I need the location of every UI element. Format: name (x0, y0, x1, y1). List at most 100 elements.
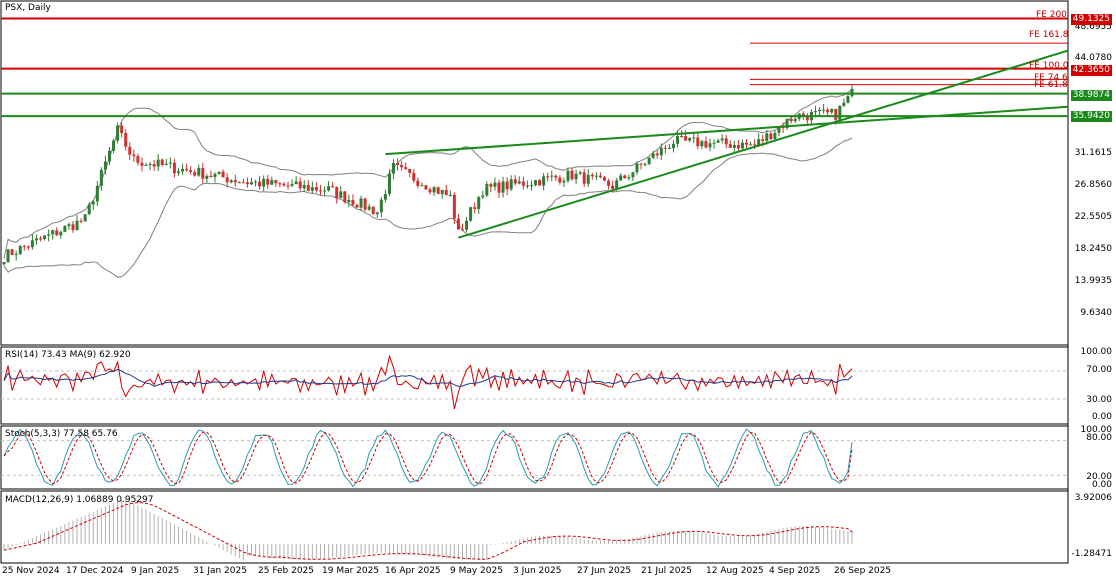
candle-body (667, 148, 671, 150)
candle-body (623, 175, 627, 179)
candle-body (700, 141, 704, 147)
candle-body (245, 182, 249, 185)
candle-body (842, 102, 846, 106)
rsi-tick-label: 0.00 (1091, 412, 1112, 422)
candle-body (590, 174, 594, 177)
candle-body (505, 181, 509, 190)
candle-body (63, 226, 67, 232)
candle-body (331, 186, 335, 188)
candle-body (676, 135, 680, 144)
rsi-tick-label: 70.00 (1086, 365, 1112, 375)
macd-tick-label: -1.28471 (1071, 549, 1112, 559)
candle-body (237, 182, 241, 184)
fe-label: FE 100.0 (1029, 61, 1069, 71)
candle-body (793, 118, 797, 122)
candle-body (615, 180, 619, 189)
rsi-ma-line (3, 368, 853, 387)
candle-body (6, 249, 10, 263)
fe-label: FE 161.8 (1029, 30, 1069, 40)
candle-body (327, 186, 331, 191)
candle-body (420, 185, 424, 187)
candle-body (497, 182, 501, 193)
candle-body (769, 133, 773, 140)
candle-body (302, 184, 306, 189)
candle-body (339, 191, 343, 198)
candle-body (513, 179, 517, 184)
candle-body (87, 204, 91, 215)
candle-body (432, 187, 436, 193)
pane-frame (0, 425, 1069, 490)
candle-body (294, 181, 298, 185)
candle-body (254, 181, 258, 183)
x-tick-label: 9 May 2025 (450, 566, 503, 576)
candle-body (14, 254, 18, 256)
trendline-rising (458, 49, 1069, 239)
candle-body (440, 189, 444, 194)
candle-body (578, 172, 582, 174)
candle-body (534, 180, 538, 186)
candle-body (493, 182, 497, 187)
candle-body (469, 207, 473, 221)
candle-body (140, 162, 144, 166)
candle-body (91, 201, 95, 205)
fe-label: FE 200 (1036, 10, 1067, 20)
candle-body (387, 173, 391, 194)
candle-body (314, 187, 318, 191)
candle-body (830, 108, 834, 113)
candle-body (460, 229, 464, 231)
candle-body (732, 144, 736, 148)
y-tick-label: 31.1615 (1074, 148, 1112, 158)
pane-frame (0, 346, 1069, 425)
candle-body (444, 189, 448, 196)
x-tick-label: 26 Sep 2025 (834, 566, 892, 576)
candle-body (221, 171, 225, 178)
candle-body (241, 182, 245, 184)
candle-body (485, 184, 489, 196)
rsi-line (3, 354, 853, 410)
candle-body (144, 164, 148, 166)
y-tick-label: 44.0780 (1074, 53, 1112, 63)
candle-body (635, 163, 639, 173)
candle-body (209, 175, 213, 177)
candle-body (745, 142, 749, 145)
candle-body (688, 137, 692, 141)
candle-body (546, 176, 550, 178)
candle-body (818, 109, 822, 112)
candle-body (18, 246, 22, 255)
candle-body (757, 139, 761, 146)
stoch-tick-label: 20.00 (1086, 472, 1112, 482)
candle-body (785, 118, 789, 129)
candle-body (773, 132, 777, 140)
candle-body (278, 183, 282, 185)
candle-body (586, 174, 590, 184)
candle-body (708, 143, 712, 148)
candle-body (363, 198, 367, 210)
candle-body (777, 127, 781, 133)
candle-body (550, 175, 554, 177)
candle-body (217, 171, 221, 174)
candle-body (55, 230, 59, 236)
fe-label: FE 74.6 (1034, 73, 1068, 83)
candle-body (132, 154, 136, 157)
candle-body (671, 143, 675, 149)
x-tick-label: 16 Apr 2025 (385, 566, 441, 576)
candle-body (509, 179, 513, 190)
x-tick-label: 27 Jun 2025 (577, 566, 632, 576)
rsi-title: RSI(14) 73.43 MA(9) 62.920 (5, 350, 131, 360)
candle-body (582, 172, 586, 184)
candle-body (801, 113, 805, 117)
candle-body (448, 194, 452, 196)
candle-body (176, 171, 180, 174)
x-tick-label: 12 Aug 2025 (706, 566, 764, 576)
candle-body (34, 238, 38, 241)
candle-body (501, 181, 505, 193)
level-badge: 38.9874 (1070, 90, 1112, 101)
macd-signal-line (3, 502, 853, 560)
candle-body (164, 163, 168, 165)
candle-body (424, 185, 428, 190)
candle-body (250, 182, 254, 185)
candle-body (602, 177, 606, 181)
candle-body (343, 191, 347, 203)
